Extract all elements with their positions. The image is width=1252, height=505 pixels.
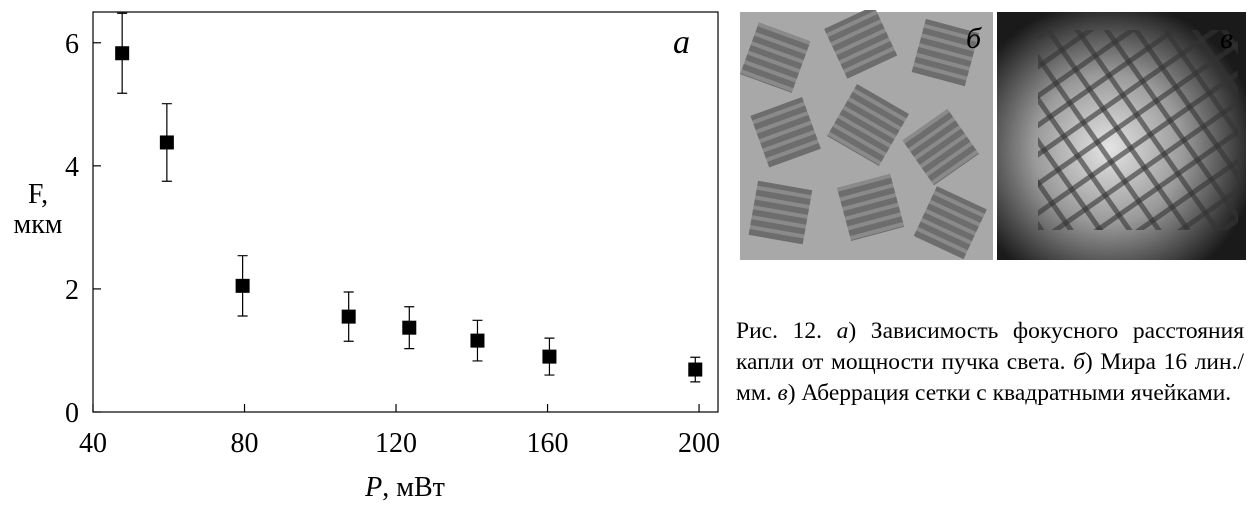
- point: [402, 320, 417, 335]
- caption-text: в: [777, 380, 788, 406]
- photo-b: б: [740, 10, 993, 260]
- caption-text: б: [1073, 349, 1085, 375]
- y-tick-label: 0: [65, 398, 79, 429]
- plot-frame: [92, 11, 719, 413]
- x-tick-label: 40: [79, 428, 107, 459]
- point: [341, 309, 356, 324]
- x-tick-label: 200: [678, 428, 720, 459]
- image-label: б: [966, 22, 982, 55]
- caption-text: ) Аберрация сетки с квадратными ячейками…: [787, 380, 1232, 406]
- point: [542, 349, 557, 364]
- photos: б в: [740, 10, 1246, 260]
- point: [235, 278, 250, 293]
- chart: F, мкм P, мВт а 0 2 4 6 40 80 120 160 200: [13, 11, 720, 503]
- y-tick-label: 6: [65, 29, 79, 60]
- image-label: в: [1220, 22, 1233, 55]
- point: [470, 333, 485, 348]
- point: [115, 46, 130, 61]
- y-axis-label: мкм: [13, 209, 62, 240]
- caption: Рис. 12. а) Зависимость фокусного рассто…: [736, 316, 1244, 409]
- x-tick-label: 160: [527, 428, 569, 459]
- caption-text: ) Зависимость фокусного расстояния капли…: [736, 318, 1245, 375]
- caption-text: а: [836, 318, 849, 344]
- y-axis-label: F,: [28, 179, 48, 210]
- y-tick-label: 2: [65, 275, 79, 306]
- x-tick-label: 120: [375, 428, 417, 459]
- x-tick-label: 80: [231, 428, 259, 459]
- caption-text: ) Мира 16 лин./мм.: [736, 349, 1244, 406]
- x-label-var: P: [364, 472, 382, 503]
- x-axis-label: P, мВт: [364, 472, 445, 503]
- y-tick-label: 4: [65, 152, 79, 183]
- x-label-unit: , мВт: [382, 472, 445, 503]
- point: [159, 135, 174, 150]
- photo-c: в: [997, 12, 1246, 260]
- panel-label: а: [673, 24, 690, 61]
- caption-text: Рис. 12.: [736, 318, 837, 344]
- point: [688, 362, 703, 377]
